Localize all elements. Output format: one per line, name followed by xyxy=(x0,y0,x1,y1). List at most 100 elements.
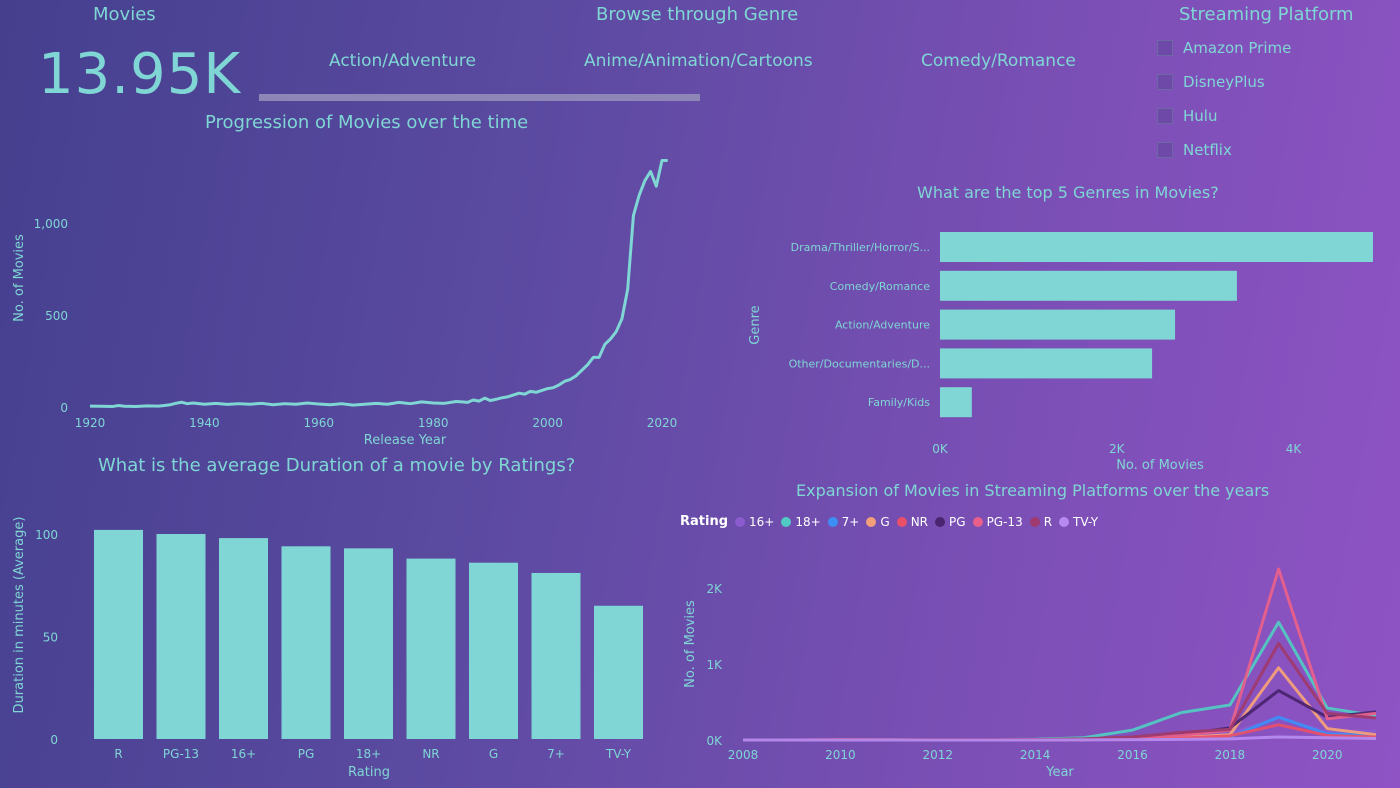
expansion-chart-title: Expansion of Movies in Streaming Platfor… xyxy=(796,481,1270,500)
legend-item[interactable]: 7+ xyxy=(827,514,860,529)
legend-item[interactable]: R xyxy=(1029,514,1053,529)
platform-option-amazon-prime[interactable]: Amazon Prime xyxy=(1157,31,1291,65)
genre-button-comedy-romance[interactable]: Comedy/Romance xyxy=(921,51,1076,71)
y-tick-label: 50 xyxy=(43,631,58,645)
legend-marker-icon xyxy=(1029,516,1040,527)
legend-item[interactable]: NR xyxy=(896,514,929,529)
genre-bar xyxy=(940,232,1373,262)
x-tick-label: 0K xyxy=(932,442,949,456)
x-tick-label: 2000 xyxy=(532,416,563,430)
legend-label: R xyxy=(1043,514,1053,529)
legend-item[interactable]: 16+ xyxy=(735,515,774,529)
x-tick-label: 2K xyxy=(1109,442,1126,456)
x-tick-label: NR xyxy=(422,747,439,761)
platform-slicer-title: Streaming Platform xyxy=(1179,4,1354,25)
x-axis-label: Year xyxy=(1045,765,1074,780)
top-genres-bar-chart: Drama/Thriller/Horror/S... Comedy/Romance… xyxy=(748,232,1373,473)
genre-button-anime-animation[interactable]: Anime/Animation/Cartoons xyxy=(584,51,813,71)
x-axis-label: No. of Movies xyxy=(1116,458,1204,473)
y-axis-label: Genre xyxy=(748,305,763,344)
x-tick-label: 2008 xyxy=(728,748,759,762)
genre-bar xyxy=(940,387,972,418)
x-tick-label: 1940 xyxy=(189,416,220,430)
x-tick-label: PG xyxy=(298,747,315,761)
platform-option-disneyplus[interactable]: DisneyPlus xyxy=(1157,65,1291,99)
legend-item[interactable]: PG-13 xyxy=(972,515,1023,529)
y-axis-label: Duration in minutes (Average) xyxy=(12,517,27,714)
y-tick-label: 0 xyxy=(60,401,68,415)
y-tick-label: 1,000 xyxy=(34,217,68,231)
x-tick-label: G xyxy=(489,747,498,761)
x-tick-label: 2014 xyxy=(1020,748,1051,762)
y-tick-label: 500 xyxy=(45,309,68,323)
legend-label: 7+ xyxy=(841,514,860,529)
platform-label: Netflix xyxy=(1183,141,1232,159)
legend-label: NR xyxy=(910,514,929,529)
progression-line-chart: 0 500 1,000 1920 1940 1960 1980 2000 2020 Release… xyxy=(12,158,678,448)
x-tick-label: 16+ xyxy=(231,747,256,761)
legend-label: 16+ xyxy=(749,514,775,529)
checkbox[interactable] xyxy=(1157,142,1173,158)
movies-label: Movies xyxy=(93,4,156,25)
movies-series-line xyxy=(89,158,668,408)
rating-bar xyxy=(531,572,581,739)
series-line-18 xyxy=(743,620,1377,742)
x-tick-label: 1980 xyxy=(418,416,449,430)
rating-bar xyxy=(219,538,268,739)
genre-bar xyxy=(940,309,1176,340)
legend-label: TV-Y xyxy=(1073,514,1099,529)
checkbox[interactable] xyxy=(1157,74,1173,90)
legend-marker-icon xyxy=(935,516,946,527)
legend-item[interactable]: PG xyxy=(935,515,966,529)
legend-label: 18+ xyxy=(795,514,821,529)
series-line-pg xyxy=(743,689,1377,742)
platform-label: Amazon Prime xyxy=(1183,39,1292,57)
genre-tick-label: Other/Documentaries/D... xyxy=(789,357,930,370)
platform-option-netflix[interactable]: Netflix xyxy=(1157,133,1291,167)
series-line-pg13 xyxy=(743,567,1377,742)
y-axis-label: No. of Movies xyxy=(683,600,698,688)
y-axis-label: No. of Movies xyxy=(12,234,27,322)
legend-label: PG xyxy=(949,514,966,529)
x-axis-label: Release Year xyxy=(364,433,447,448)
genre-slicer-title: Browse through Genre xyxy=(596,4,799,25)
rating-bar xyxy=(94,529,143,739)
platform-label: Hulu xyxy=(1183,107,1218,125)
platform-option-hulu[interactable]: Hulu xyxy=(1157,99,1291,133)
x-axis-label: Rating xyxy=(348,765,390,780)
checkbox[interactable] xyxy=(1157,40,1173,56)
legend-marker-icon xyxy=(972,516,983,527)
genre-bar xyxy=(940,270,1237,301)
x-tick-label: 7+ xyxy=(547,747,565,761)
x-tick-label: 18+ xyxy=(356,747,381,761)
genre-tick-label: Comedy/Romance xyxy=(830,280,930,293)
rating-bar xyxy=(469,562,518,739)
rating-bar xyxy=(344,548,393,739)
x-tick-label: R xyxy=(114,747,122,761)
x-tick-label: 4K xyxy=(1286,442,1303,456)
legend-marker-icon xyxy=(735,516,746,527)
genre-button-action-adventure[interactable]: Action/Adventure xyxy=(329,51,476,71)
duration-chart-title: What is the average Duration of a movie … xyxy=(98,455,576,476)
y-tick-label: 0K xyxy=(706,734,723,748)
x-tick-label: 2020 xyxy=(647,416,678,430)
checkbox[interactable] xyxy=(1157,108,1173,124)
legend-marker-icon xyxy=(1059,516,1070,527)
legend-title: Rating xyxy=(680,514,729,529)
legend-item[interactable]: G xyxy=(866,514,890,529)
legend-marker-icon xyxy=(866,516,877,527)
genre-scrollbar[interactable] xyxy=(259,94,700,101)
legend-marker-icon xyxy=(896,516,907,527)
legend-marker-icon xyxy=(781,516,792,527)
top-genres-chart-title: What are the top 5 Genres in Movies? xyxy=(917,183,1219,202)
legend-item[interactable]: 18+ xyxy=(781,514,821,529)
legend-marker-icon xyxy=(827,516,838,527)
progression-chart-title: Progression of Movies over the time xyxy=(205,112,529,133)
legend-label: G xyxy=(880,514,890,529)
legend-item[interactable]: TV-Y xyxy=(1059,515,1098,529)
genre-tick-label: Action/Adventure xyxy=(835,319,930,332)
y-tick-label: 1K xyxy=(706,658,723,672)
x-tick-label: TV-Y xyxy=(605,747,632,761)
movies-count-kpi: 13.95K xyxy=(38,42,242,107)
x-tick-label: 1920 xyxy=(75,416,106,430)
